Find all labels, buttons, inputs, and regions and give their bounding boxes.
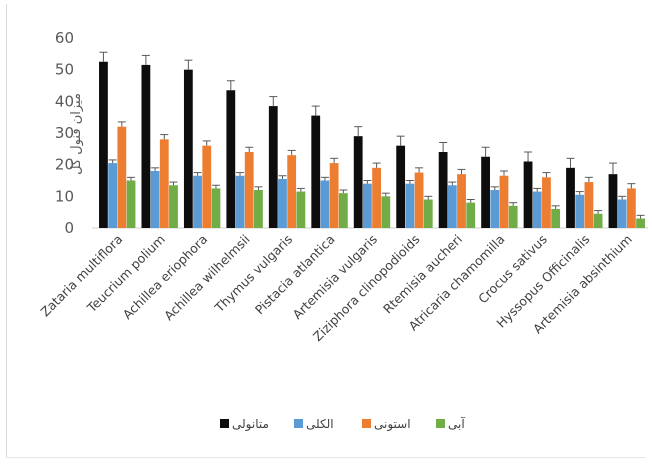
bar — [481, 156, 490, 228]
legend-swatch — [436, 419, 445, 428]
bar — [532, 191, 542, 228]
y-axis-label: میزان فنول کل — [69, 93, 84, 175]
bar — [150, 171, 160, 228]
bar — [183, 69, 193, 229]
bar — [593, 213, 603, 228]
bar — [551, 209, 561, 228]
bar — [126, 180, 136, 228]
bar — [338, 193, 348, 228]
bar — [381, 196, 391, 228]
bar — [141, 64, 151, 229]
bar — [329, 163, 339, 228]
bar — [108, 163, 118, 228]
legend-label: استونی — [374, 417, 411, 432]
bars-group — [99, 61, 645, 229]
y-tick-label: 60 — [55, 29, 74, 47]
bar — [268, 106, 278, 228]
bar — [608, 174, 618, 228]
bar — [202, 145, 212, 228]
legend-swatch — [362, 419, 371, 428]
y-tick-label: 50 — [55, 61, 74, 79]
legend-label: الکلی — [306, 417, 334, 431]
bar — [226, 90, 236, 228]
bar — [287, 155, 297, 228]
bar — [584, 182, 594, 228]
category-label: Pistacia atlantica — [252, 232, 338, 318]
bar — [193, 175, 202, 228]
error-bars-group — [99, 51, 645, 219]
legend-label: متانولی — [232, 417, 269, 432]
category-label: Rtemisia aucheri — [380, 232, 465, 317]
bar — [414, 172, 424, 228]
bar — [235, 175, 245, 228]
bar — [499, 175, 509, 228]
bar — [320, 180, 330, 228]
bar — [438, 152, 448, 228]
bar — [169, 185, 178, 228]
bar — [372, 167, 381, 228]
bar — [405, 183, 415, 228]
bar — [353, 136, 363, 228]
bar — [278, 178, 287, 228]
bar — [466, 202, 476, 228]
bar — [99, 61, 108, 228]
y-tick-label: 30 — [55, 124, 74, 142]
bar — [296, 191, 306, 228]
bar — [626, 188, 636, 228]
legend-swatch — [220, 419, 229, 428]
y-axis-ticks: 0 10 20 30 40 50 60 — [55, 29, 74, 237]
bar — [363, 183, 372, 228]
bar — [575, 194, 585, 228]
bar — [542, 177, 551, 228]
bar — [423, 199, 433, 228]
bar — [508, 205, 518, 228]
bar — [457, 174, 466, 228]
bar — [447, 185, 457, 228]
bar — [159, 139, 169, 228]
legend-swatch — [294, 419, 303, 428]
y-tick-label: 20 — [55, 156, 74, 174]
legend-label: آبی — [448, 416, 465, 431]
y-tick-label: 10 — [55, 187, 74, 205]
bar — [117, 126, 127, 228]
bar — [211, 188, 221, 228]
bar — [254, 190, 263, 228]
legend: متانولی الکلی استونی آبی — [220, 416, 465, 432]
y-tick-label: 0 — [64, 219, 74, 237]
bar — [617, 199, 627, 228]
bar — [523, 161, 533, 228]
chart-frame — [6, 4, 646, 458]
bar — [311, 115, 321, 228]
bar — [244, 152, 254, 228]
category-label: Teucrium polium — [83, 232, 167, 316]
bar — [636, 218, 645, 228]
bar — [566, 167, 575, 228]
y-tick-label: 40 — [55, 92, 74, 110]
bar — [490, 190, 500, 228]
category-label: Thymus vulgaris — [211, 232, 295, 316]
bar — [396, 145, 406, 228]
